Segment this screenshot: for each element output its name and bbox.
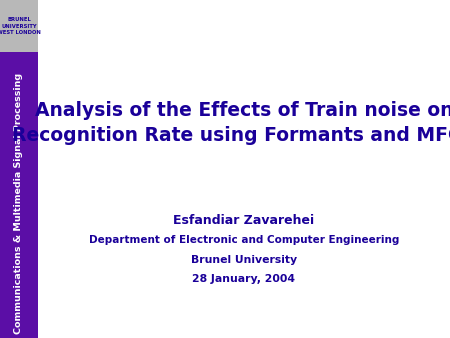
Bar (0, 52, 38, 338)
Text: 28 January, 2004: 28 January, 2004 (193, 274, 296, 284)
Bar (0, 0, 38, 52)
Text: Communications & Multimedia Signal Processing: Communications & Multimedia Signal Proce… (14, 73, 23, 334)
Text: Department of Electronic and Computer Engineering: Department of Electronic and Computer En… (89, 235, 399, 245)
Text: Brunel University: Brunel University (191, 255, 297, 265)
Text: Esfandiar Zavarehei: Esfandiar Zavarehei (173, 214, 315, 226)
Text: BRUNEL
UNIVERSITY
WEST LONDON: BRUNEL UNIVERSITY WEST LONDON (0, 17, 41, 35)
Text: Analysis of the Effects of Train noise on
Recognition Rate using Formants and MF: Analysis of the Effects of Train noise o… (12, 101, 450, 145)
